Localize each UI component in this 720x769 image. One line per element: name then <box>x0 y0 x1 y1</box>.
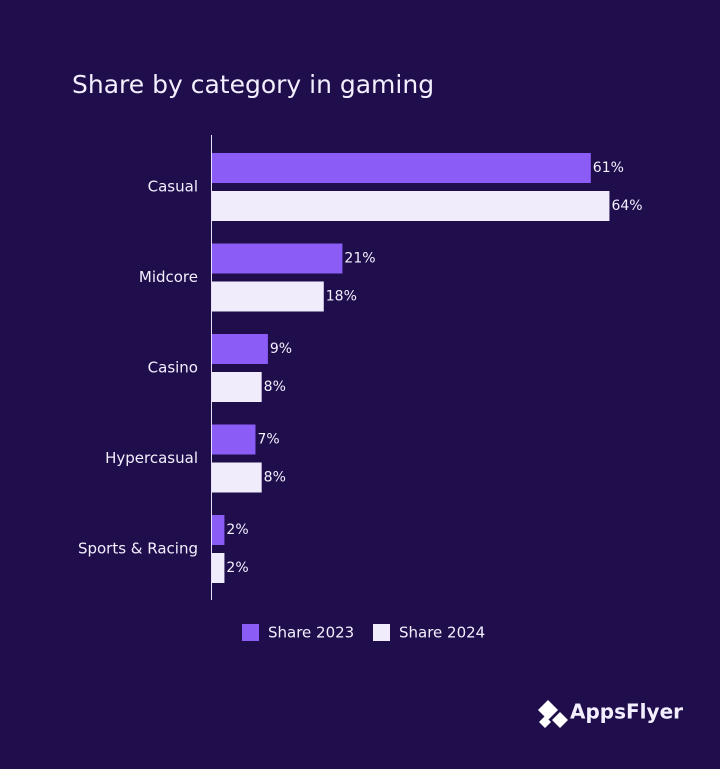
bar <box>212 281 324 312</box>
value-label: 64% <box>611 198 642 214</box>
legend-label: Share 2023 <box>268 624 354 642</box>
value-label: 61% <box>593 160 624 176</box>
legend-swatch <box>242 624 259 641</box>
category-label: Midcore <box>139 268 198 286</box>
bar <box>212 243 343 274</box>
value-label: 21% <box>344 251 375 267</box>
category-label: Casino <box>148 359 198 377</box>
bar <box>212 191 610 221</box>
value-label: 8% <box>264 470 286 486</box>
value-label: 18% <box>326 289 357 305</box>
logo-icon <box>538 700 568 728</box>
value-label: 2% <box>226 560 248 576</box>
logo-text: AppsFlyer <box>570 700 683 724</box>
logo: AppsFlyer <box>538 700 683 728</box>
legend-label: Share 2024 <box>399 624 485 642</box>
chart-title: Share by category in gaming <box>72 70 434 99</box>
bar <box>212 153 591 183</box>
bar <box>212 515 225 545</box>
bar <box>212 372 262 402</box>
category-label: Casual <box>148 178 198 196</box>
bar <box>212 553 225 583</box>
value-label: 9% <box>270 341 292 357</box>
bar <box>212 334 268 364</box>
value-label: 7% <box>257 432 279 448</box>
legend-swatch <box>373 624 390 641</box>
category-label: Hypercasual <box>105 449 198 467</box>
value-label: 2% <box>226 522 248 538</box>
bar <box>212 424 256 455</box>
value-label: 8% <box>264 379 286 395</box>
category-label: Sports & Racing <box>78 540 198 558</box>
bar <box>212 462 262 493</box>
